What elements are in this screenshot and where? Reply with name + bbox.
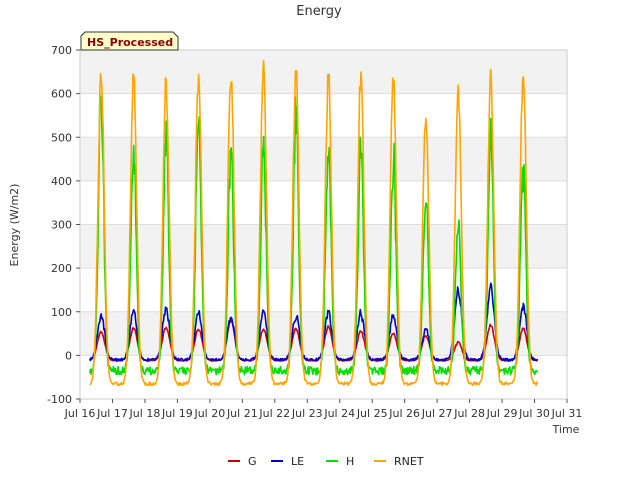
y-tick-label: 300 — [51, 219, 72, 232]
x-tick-label: Jul 30 — [518, 407, 550, 420]
x-tick-label: Jul 22 — [258, 407, 290, 420]
legend-label-g: G — [248, 455, 257, 468]
legend-label-le: LE — [291, 455, 304, 468]
legend: G LE H RNET — [228, 455, 424, 468]
x-tick-label: Jul 19 — [161, 407, 193, 420]
annotation-badge-box — [80, 31, 179, 51]
background-band — [80, 137, 567, 181]
x-tick-label: Jul 18 — [129, 407, 161, 420]
x-axis-ticks: Jul 16 Jul 17 Jul 18 Jul 19 Jul 20 Jul 21 Jul … — [64, 399, 583, 420]
y-tick-label: 700 — [51, 44, 72, 57]
series-line-h — [88, 93, 539, 376]
y-tick-label: -100 — [47, 393, 72, 406]
legend-label-h: H — [346, 455, 354, 468]
background-band — [80, 180, 567, 225]
x-tick-label: Jul 16 — [64, 407, 96, 420]
x-tick-label: Jul 31 — [551, 407, 583, 420]
annotation-text: HS_Processed — [87, 36, 173, 49]
chart-title: Energy — [296, 4, 342, 19]
annotation-badge: HS_Processed — [80, 31, 179, 51]
series-lines — [88, 59, 539, 387]
background-band — [80, 50, 567, 94]
x-tick-label: Jul 27 — [421, 407, 453, 420]
y-tick-label: 500 — [51, 131, 72, 144]
x-axis-label: Time — [552, 423, 580, 436]
y-tick-label: 100 — [51, 306, 72, 319]
x-tick-label: Jul 20 — [193, 407, 225, 420]
legend-label-rnet: RNET — [394, 455, 424, 468]
x-tick-label: Jul 28 — [453, 407, 485, 420]
x-tick-label: Jul 17 — [96, 407, 128, 420]
y-tick-label: 200 — [51, 262, 72, 275]
x-tick-label: Jul 25 — [356, 407, 388, 420]
x-tick-label: Jul 23 — [291, 407, 323, 420]
x-tick-label: Jul 26 — [388, 407, 420, 420]
series-line-rnet — [89, 59, 539, 387]
y-tick-label: 600 — [51, 88, 72, 101]
x-tick-label: Jul 29 — [486, 407, 518, 420]
x-tick-label: Jul 24 — [323, 407, 355, 420]
y-tick-label: 0 — [65, 349, 72, 362]
background-band — [80, 355, 567, 399]
y-axis-label: Energy (W/m2) — [8, 184, 21, 267]
x-tick-label: Jul 21 — [226, 407, 258, 420]
y-axis-ticks: -100 0 100 200 300 400 500 600 700 — [47, 44, 80, 406]
y-tick-label: 400 — [51, 175, 72, 188]
background-band — [80, 93, 567, 138]
